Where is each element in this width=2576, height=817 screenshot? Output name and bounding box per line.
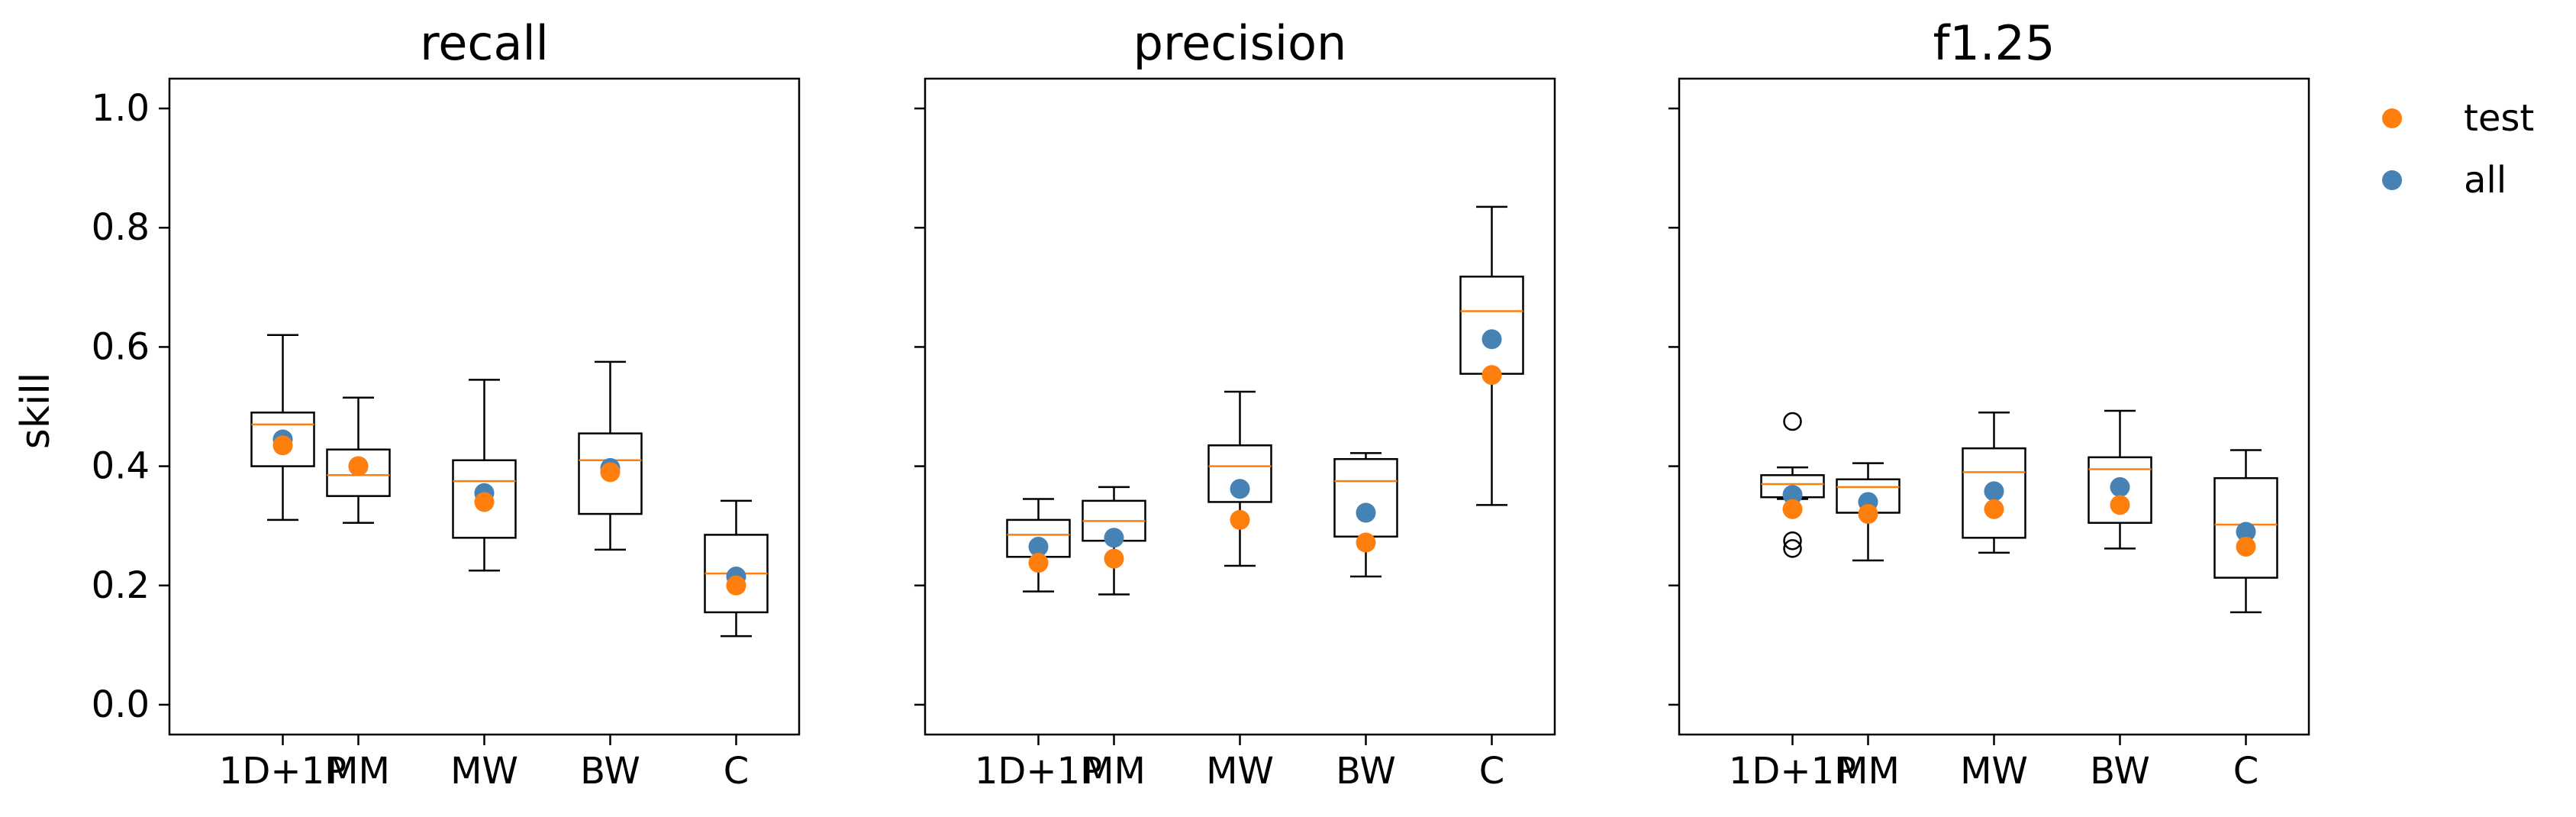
point-test — [726, 575, 746, 596]
point-all — [1104, 528, 1124, 548]
x-tick-label: C — [2233, 750, 2259, 793]
box-MW — [452, 379, 517, 572]
y-tick-label: 0.6 — [92, 325, 150, 368]
point-all — [1782, 485, 1803, 505]
x-tick-label: C — [724, 750, 750, 793]
point-all — [1356, 502, 1376, 523]
y-tick-label: 0.8 — [92, 206, 150, 249]
x-tick-label: MM — [1082, 750, 1146, 793]
box-iqr — [2088, 456, 2152, 525]
x-tick-label: BW — [1336, 750, 1396, 793]
y-tick-label: 0.2 — [92, 564, 150, 607]
x-tick-label: MW — [450, 750, 518, 793]
x-tick-label: MM — [327, 750, 390, 793]
box-MW — [1207, 390, 1272, 567]
x-tick-label: 1D+1P — [1729, 750, 1856, 793]
point-test — [1104, 548, 1124, 569]
panel-title: precision — [1133, 15, 1347, 71]
outlier-point — [1783, 531, 1802, 551]
box-iqr — [326, 448, 391, 497]
y-tick-label: 0.4 — [92, 445, 150, 488]
point-test — [474, 492, 495, 512]
box-iqr — [250, 412, 315, 467]
legend: test all — [2382, 97, 2534, 202]
y-tick-label: 1.0 — [92, 87, 150, 130]
outlier-point — [1783, 539, 1802, 558]
x-tick-label: MW — [1960, 750, 2028, 793]
point-all — [1984, 481, 2004, 502]
x-tick-label: MW — [1206, 750, 1274, 793]
box-iqr — [1962, 447, 2026, 539]
box-BW — [578, 360, 643, 551]
y-axis-label: skill — [13, 373, 59, 450]
point-test — [348, 456, 369, 476]
box-iqr — [578, 432, 643, 515]
box-BW — [2088, 409, 2152, 550]
x-tick-label: C — [1479, 750, 1505, 793]
point-all — [2110, 476, 2130, 497]
x-tick-label: 1D+1P — [219, 750, 347, 793]
box-iqr — [1207, 444, 1272, 503]
box-iqr — [1333, 457, 1398, 538]
panel-title: f1.25 — [1933, 15, 2055, 71]
legend-marker-test — [2382, 108, 2402, 128]
point-test — [1356, 532, 1376, 553]
point-test — [272, 435, 293, 456]
point-all — [2236, 522, 2256, 542]
y-tick-label: 0.0 — [92, 683, 150, 726]
box-MW — [1962, 412, 2026, 554]
point-all — [1230, 479, 1250, 499]
point-test — [1984, 499, 2004, 519]
box-1D+1P — [1006, 498, 1071, 593]
box-iqr — [452, 459, 517, 539]
box-1D+1P — [250, 334, 315, 522]
box-MM — [326, 396, 391, 525]
point-test — [2110, 495, 2130, 515]
point-test — [600, 462, 621, 483]
box-1D+1P — [1760, 412, 1825, 558]
x-tick-label: BW — [2090, 750, 2150, 793]
box-C — [1459, 205, 1524, 506]
point-test — [1481, 365, 1502, 386]
legend-label-test: test — [2464, 97, 2534, 140]
box-iqr — [1459, 276, 1524, 375]
point-test — [2236, 537, 2256, 557]
legend-label-all: all — [2464, 159, 2507, 202]
box-iqr — [2213, 476, 2278, 579]
point-test — [1782, 499, 1803, 519]
x-tick-label: MM — [1836, 750, 1900, 793]
x-tick-label: 1D+1P — [975, 750, 1102, 793]
outlier-point — [1783, 412, 1802, 431]
point-test — [1858, 504, 1878, 525]
x-tick-label: BW — [580, 750, 640, 793]
plot-frame — [1678, 77, 2310, 736]
panel-title: recall — [420, 15, 549, 71]
point-test — [1028, 553, 1049, 573]
point-all — [1481, 329, 1502, 350]
point-all — [1028, 537, 1049, 557]
point-test — [1230, 509, 1250, 530]
legend-marker-all — [2382, 170, 2402, 190]
box-C — [2213, 449, 2278, 614]
